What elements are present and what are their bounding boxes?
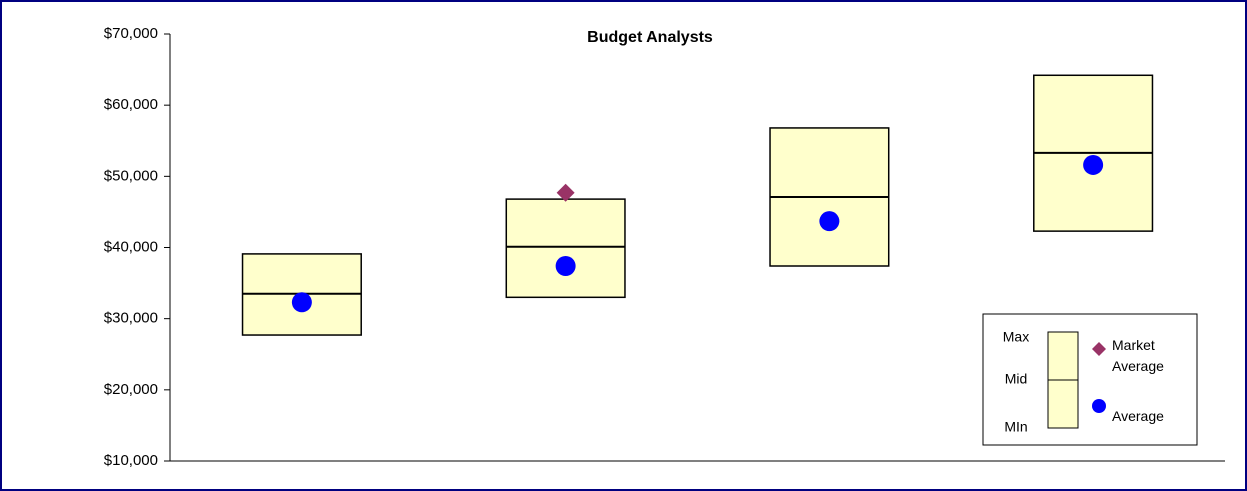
average-point: [819, 211, 840, 232]
y-tick-label: $10,000: [104, 452, 158, 469]
legend-box-label: Mid: [1005, 371, 1028, 387]
y-tick-label: $20,000: [104, 381, 158, 398]
legend-marker: [1092, 342, 1106, 356]
chart-title: Budget Analysts: [587, 29, 713, 46]
legend: [982, 313, 1198, 446]
y-tick-label: $50,000: [104, 167, 158, 184]
y-tick-label: $60,000: [104, 96, 158, 113]
legend-label-box: Average: [1112, 408, 1164, 424]
average-point: [1083, 154, 1104, 175]
legend-box-label: MIn: [1004, 419, 1027, 435]
y-tick-label: $40,000: [104, 238, 158, 255]
legend-box-label: Max: [1003, 329, 1029, 345]
legend-label-box: Market Average: [1112, 337, 1164, 374]
average-point: [555, 256, 576, 277]
legend-label: Market Average: [1112, 337, 1164, 374]
legend-label: Average: [1112, 408, 1164, 424]
range-box: [505, 198, 626, 299]
average-point: [291, 292, 312, 313]
market-average-point: [556, 183, 575, 202]
legend-marker: [1092, 399, 1106, 413]
y-tick-label: $70,000: [104, 25, 158, 42]
y-tick-label: $30,000: [104, 310, 158, 327]
